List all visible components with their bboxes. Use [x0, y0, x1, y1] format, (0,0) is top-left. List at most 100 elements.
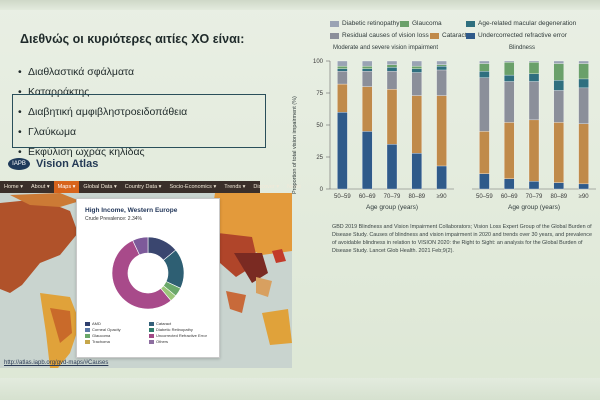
legend-swatch [466, 20, 475, 27]
legend-label: Age-related macular degeneration [478, 20, 577, 27]
bullet-item: • Διαβητική αμφιβληστροειδοπάθεια [18, 102, 187, 122]
chart-legend: Diabetic retinopathy Glaucoma Age-relate… [330, 20, 600, 46]
popup-legend-label: Diabetic Retinopathy [156, 327, 193, 332]
bar-segment [411, 95, 422, 154]
legend-swatch [149, 339, 154, 344]
bar-segment [362, 131, 373, 190]
popup-legend-item: Glaucoma [85, 333, 110, 338]
bar-segment [386, 60, 398, 65]
bar-segment [411, 60, 422, 67]
bullet-dot: • [18, 106, 22, 118]
legend-item: Glaucoma [400, 20, 442, 27]
legend-item: Cataract [430, 32, 467, 39]
bullet-text: Γλαύκωμα [28, 126, 77, 138]
bar-segment [553, 90, 564, 123]
bar-segment [479, 131, 490, 174]
x-tick-label: 70–79 [526, 194, 543, 200]
iapb-logo-icon[interactable]: IAPB [8, 158, 30, 170]
nav-trends[interactable]: Trends ▾ [224, 184, 246, 190]
bar-segment [386, 67, 398, 72]
popup-legend-item: Uncorrected Refractive Error [149, 333, 207, 338]
x-tick-label: 80–89 [550, 194, 567, 200]
bar-segment [436, 60, 447, 65]
bar-segment [436, 65, 447, 71]
y-tick-label: 100 [313, 59, 324, 65]
x-tick-label: 60–69 [359, 194, 376, 200]
nav-about[interactable]: About ▾ [30, 184, 50, 190]
bar-segment [578, 183, 589, 190]
bar-segment [528, 62, 540, 74]
bar-segment [411, 68, 422, 73]
y-tick-label: 0 [320, 187, 324, 193]
x-tick-label: ≥90 [437, 194, 448, 200]
nav-socio-economics[interactable]: Socio-Economics ▾ [169, 184, 217, 190]
bar-segment [504, 122, 515, 179]
atlas-navbar: Home ▾ About ▾ Maps ▾ Global Data ▾ Coun… [0, 181, 301, 193]
bullet-text: Εκφύλιση ωχράς κηλίδας [28, 146, 145, 158]
bullet-dot: • [18, 126, 22, 138]
bullet-item: • Γλαύκωμα [18, 122, 187, 142]
x-tick-label: 80–89 [408, 194, 425, 200]
donut-slice [111, 240, 172, 310]
legend-swatch [149, 321, 154, 326]
vision-atlas-title: Vision Atlas [36, 158, 99, 170]
bar-segment [362, 60, 373, 67]
legend-swatch [400, 20, 409, 27]
legend-swatch [466, 32, 475, 39]
nav-maps[interactable]: Maps ▾ [53, 181, 80, 193]
bar-segment [553, 182, 564, 190]
popup-legend-label: Others [156, 339, 169, 344]
bar-segment [436, 165, 447, 190]
popup-subtitle: Crude Prevalence: 2.34% [85, 216, 142, 222]
causes-donut-chart [111, 236, 185, 310]
bullet-item: • Καταρράκτης [18, 82, 187, 102]
nav-news[interactable]: News [287, 184, 301, 190]
bar-segment [337, 71, 348, 85]
bar-segment [553, 63, 564, 81]
popup-legend-label: Corneal Opacity [92, 327, 121, 332]
donut-slice [132, 236, 149, 256]
vision-atlas-header: IAPB Vision Atlas [8, 158, 98, 170]
bullet-item: • Εκφύλιση ωχράς κηλίδας [18, 142, 187, 162]
bullet-dot: • [18, 66, 22, 78]
legend-label: Undercorrected refractive error [478, 32, 567, 39]
nav-discover[interactable]: Discover ▾ [253, 184, 280, 190]
y-tick-label: 75 [316, 91, 323, 97]
bar-segment [479, 77, 490, 132]
legend-swatch [330, 20, 339, 27]
region-popup: High Income, Western Europe Crude Preval… [76, 198, 220, 358]
x-axis-label: Age group (years) [366, 204, 418, 211]
bar-segment [553, 122, 564, 183]
bullet-text: Διαβητική αμφιβληστροειδοπάθεια [28, 106, 188, 118]
bar-segment [337, 112, 348, 190]
bar-segment [578, 60, 589, 64]
nav-country-data[interactable]: Country Data ▾ [124, 184, 162, 190]
popup-legend-label: Uncorrected Refractive Error [156, 333, 207, 338]
bullet-dot: • [18, 146, 22, 158]
nav-home[interactable]: Home ▾ [4, 184, 23, 190]
bar-segment [553, 80, 564, 91]
bar-segment [362, 65, 373, 69]
popup-legend-item: Trachoma [85, 339, 110, 344]
bar-segment [528, 73, 540, 82]
legend-swatch [85, 339, 90, 344]
atlas-url-link[interactable]: http://atlas.iapb.org/gvd-maps/#Causes [4, 360, 109, 366]
bar-segment [337, 83, 348, 113]
bar-segment [411, 65, 422, 69]
bar-segment [528, 81, 540, 121]
legend-swatch [430, 32, 439, 39]
legend-swatch [149, 327, 154, 332]
popup-legend-item: AMD [85, 321, 101, 326]
x-axis-label: Age group (years) [508, 204, 560, 211]
panel-title-moderate: Moderate and severe vision impairment [333, 45, 439, 51]
legend-swatch [85, 333, 90, 338]
bar-segment [386, 64, 398, 68]
bar-segment [528, 60, 540, 63]
panel-title-blindness: Blindness [509, 45, 536, 51]
bar-segment [411, 153, 422, 190]
nav-global-data[interactable]: Global Data ▾ [83, 184, 117, 190]
x-tick-label: 70–79 [384, 194, 401, 200]
bar-segment [479, 71, 490, 78]
bar-segment [479, 60, 490, 64]
x-tick-label: ≥90 [579, 194, 590, 200]
